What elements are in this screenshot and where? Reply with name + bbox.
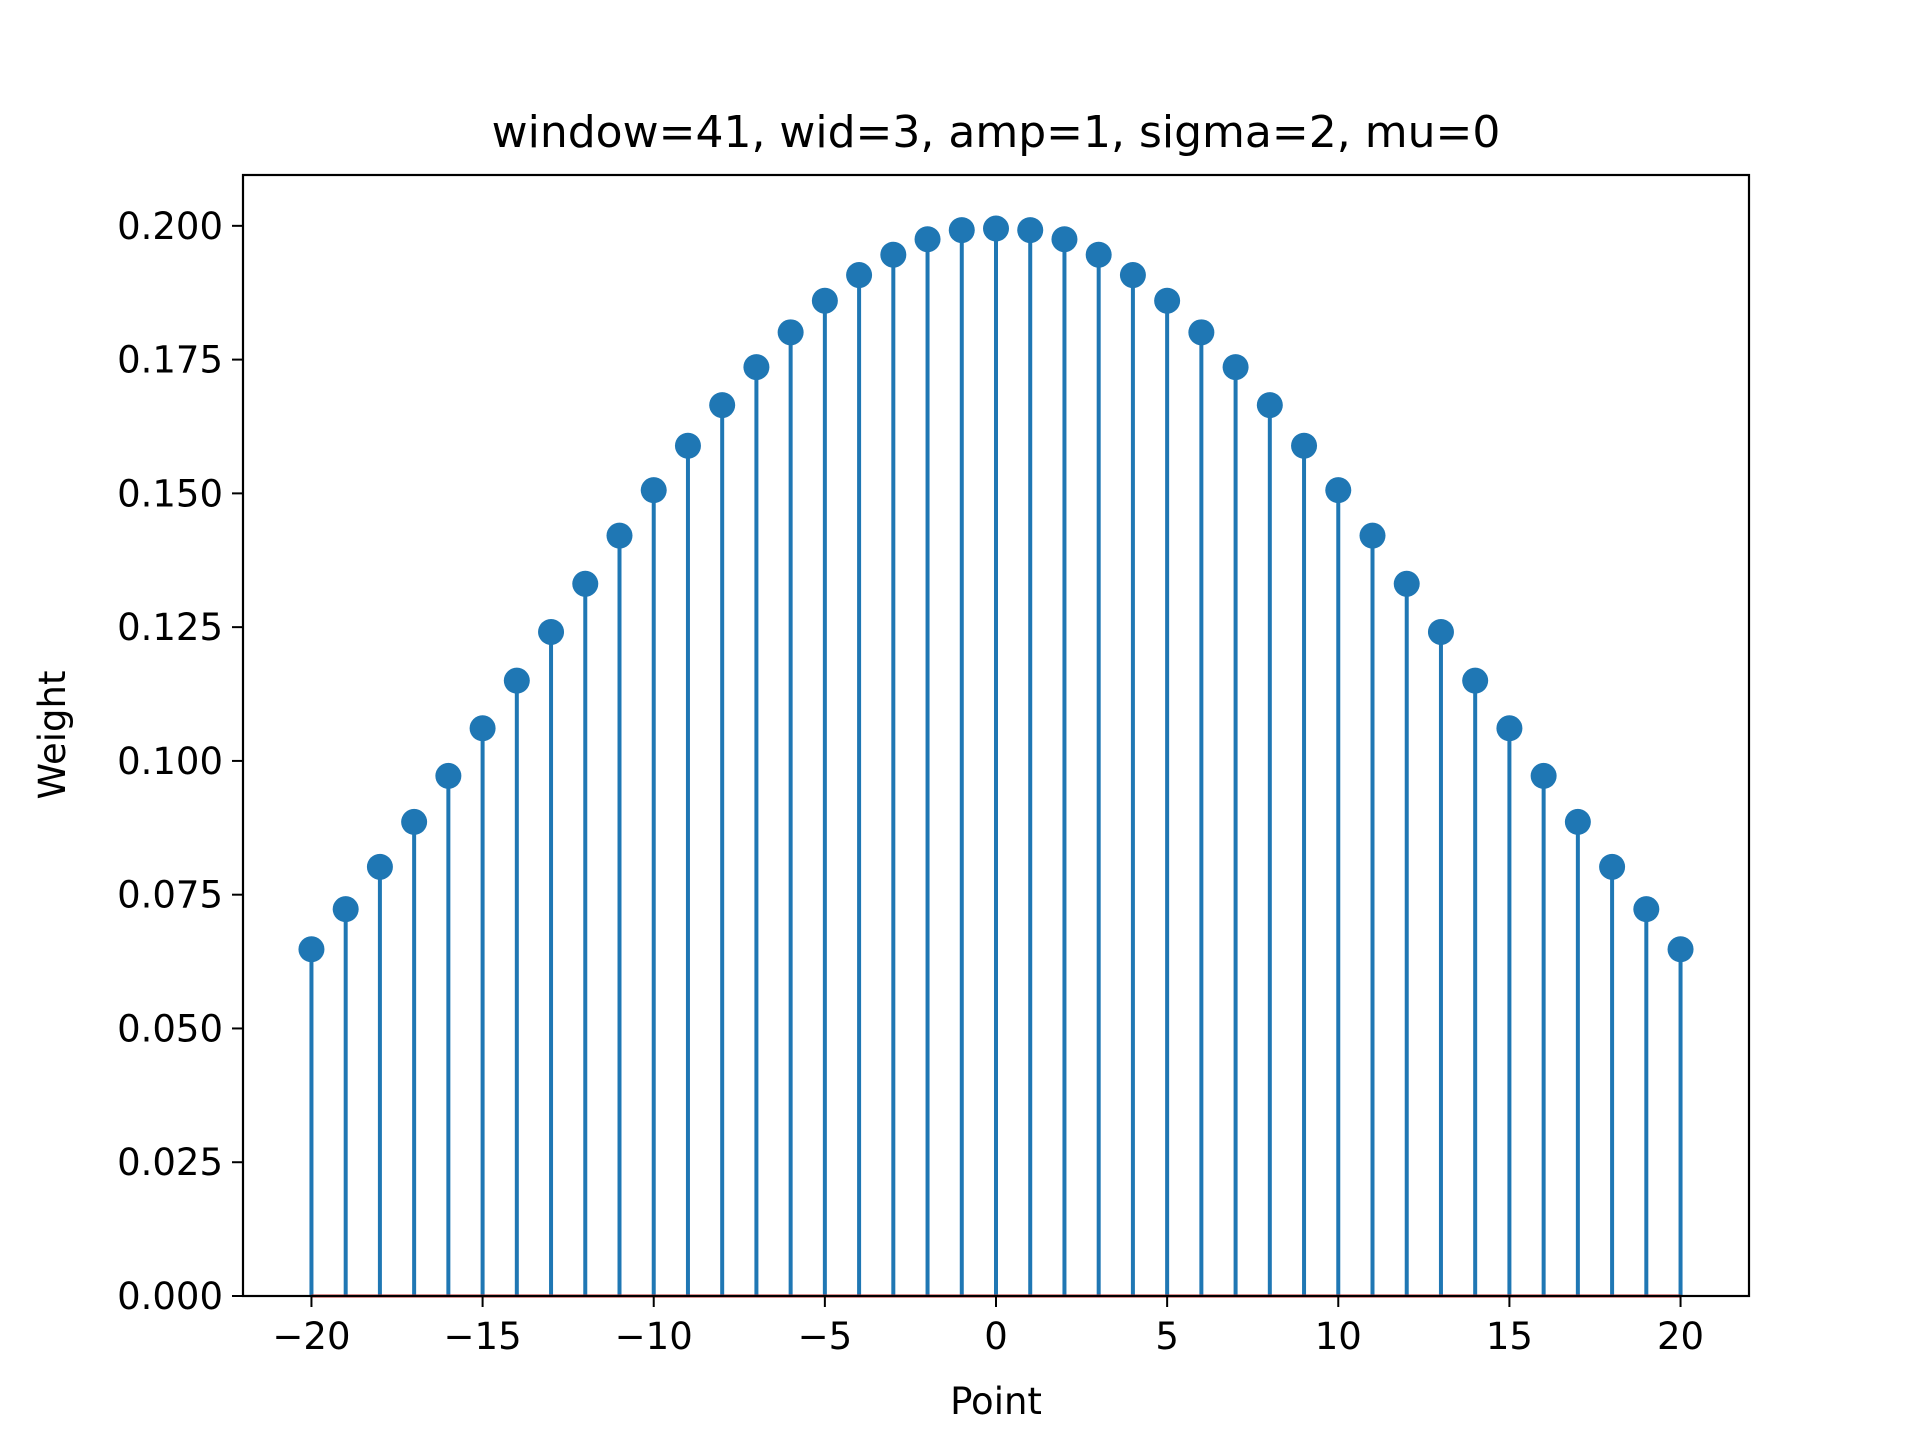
y-tick-label: 0.175 — [117, 339, 223, 382]
stem-marker — [298, 936, 325, 963]
stem-marker — [469, 715, 496, 742]
stem-marker — [1085, 241, 1112, 268]
y-axis-ticks: 0.000 0.025 0.050 0.075 0.100 0.125 0.150 0.175… — [117, 205, 243, 1318]
stem-marker — [1633, 896, 1660, 923]
stem-marker — [1291, 432, 1318, 459]
stem-marker — [1393, 570, 1420, 597]
stem-marker — [1530, 762, 1557, 789]
x-tick-label: −5 — [798, 1315, 853, 1358]
y-tick-label: 0.200 — [117, 205, 223, 248]
stem-marker — [1325, 477, 1352, 504]
x-tick-label: −10 — [615, 1315, 693, 1358]
stem-marker — [332, 896, 359, 923]
stem-marker — [1188, 319, 1215, 346]
stem-marker — [709, 392, 736, 419]
stem-marker — [674, 432, 701, 459]
y-tick-label: 0.075 — [117, 874, 223, 917]
stem-marker — [743, 354, 770, 381]
chart-title: window=41, wid=3, amp=1, sigma=2, mu=0 — [492, 107, 1501, 158]
stem-marker — [1667, 936, 1694, 963]
x-tick-label: −20 — [272, 1315, 350, 1358]
x-tick-label: 20 — [1657, 1315, 1704, 1358]
stem-marker — [572, 570, 599, 597]
stem-marker — [1496, 715, 1523, 742]
stem-marker — [846, 262, 873, 289]
stem-marker — [948, 217, 975, 244]
y-tick-label: 0.125 — [117, 606, 223, 649]
stem-marker — [1599, 853, 1626, 880]
stem-marker — [1154, 287, 1181, 314]
stem-marker — [366, 853, 393, 880]
stems-layer — [309, 228, 1683, 1296]
stem-marker — [811, 287, 838, 314]
x-axis-ticks: −20 −15 −10 −5 0 5 10 15 20 — [272, 1296, 1704, 1358]
stem-marker — [606, 522, 633, 549]
stem-marker — [640, 477, 667, 504]
stem-marker — [538, 618, 565, 645]
stem-marker — [1427, 618, 1454, 645]
x-tick-label: −15 — [444, 1315, 522, 1358]
stem-marker — [435, 762, 462, 789]
x-tick-label: 5 — [1155, 1315, 1179, 1358]
stem-marker — [1564, 808, 1591, 835]
stem-marker — [914, 226, 941, 253]
x-tick-label: 10 — [1315, 1315, 1362, 1358]
y-tick-label: 0.150 — [117, 472, 223, 515]
stem-marker — [503, 667, 530, 694]
stem-marker — [1462, 667, 1489, 694]
stem-marker — [777, 319, 804, 346]
y-tick-label: 0.000 — [117, 1275, 223, 1318]
stem-marker — [1119, 262, 1146, 289]
stem-marker — [1359, 522, 1386, 549]
stem-marker — [880, 241, 907, 268]
stem-marker — [1256, 392, 1283, 419]
x-tick-label: 15 — [1486, 1315, 1533, 1358]
y-tick-label: 0.100 — [117, 740, 223, 783]
x-axis-label: Point — [950, 1380, 1042, 1423]
y-tick-label: 0.025 — [117, 1141, 223, 1184]
x-tick-label: 0 — [984, 1315, 1008, 1358]
y-tick-label: 0.050 — [117, 1007, 223, 1050]
stem-marker — [983, 215, 1009, 242]
markers-layer — [298, 215, 1694, 963]
stem-marker — [1222, 354, 1249, 381]
stem-marker — [401, 808, 428, 835]
stem-marker — [1051, 226, 1078, 253]
y-axis-label: Weight — [31, 671, 74, 800]
stem-marker — [1017, 217, 1044, 244]
